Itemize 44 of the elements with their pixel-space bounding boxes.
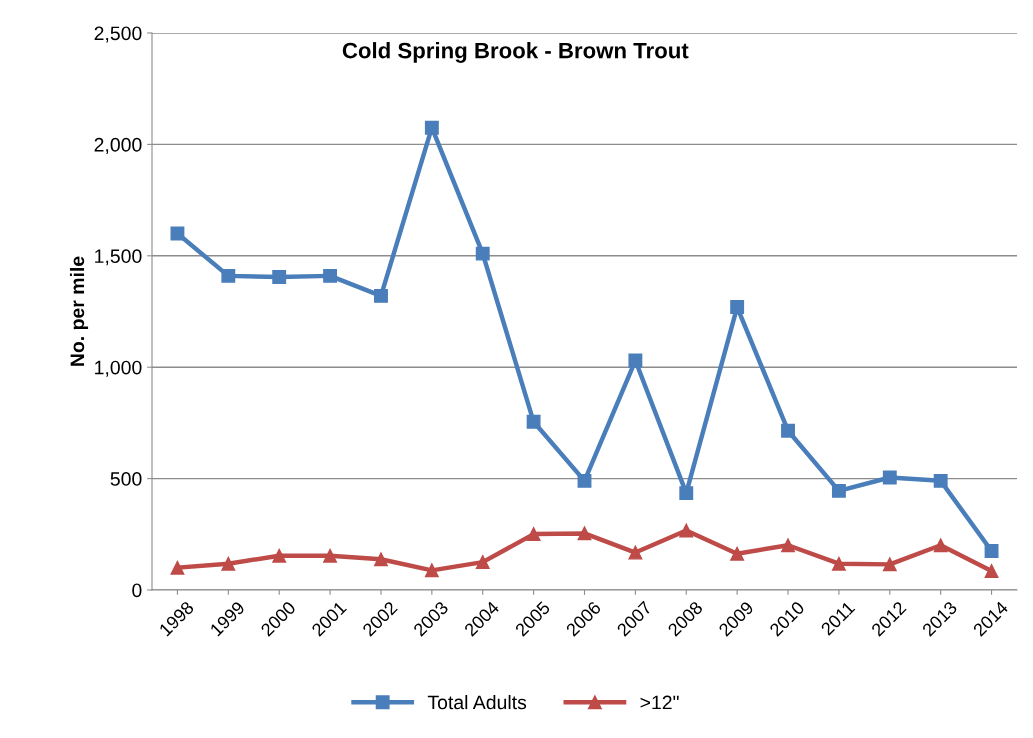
y-axis-title: No. per mile xyxy=(69,256,89,366)
point xyxy=(933,473,948,488)
point xyxy=(577,473,592,488)
y-tick-label: 500 xyxy=(110,472,142,486)
point xyxy=(730,546,745,561)
point xyxy=(628,545,643,560)
point xyxy=(679,523,694,538)
y-tick-label: 0 xyxy=(132,583,142,598)
legend-label: >12" xyxy=(640,695,679,710)
point xyxy=(170,560,185,575)
point xyxy=(424,120,439,135)
point xyxy=(781,423,795,438)
point xyxy=(882,557,897,572)
point xyxy=(984,564,999,579)
point xyxy=(730,300,745,314)
point xyxy=(475,555,490,570)
y-tick-label: 1,000 xyxy=(95,360,142,377)
point xyxy=(170,226,185,241)
point xyxy=(526,527,541,542)
point xyxy=(933,538,948,553)
point xyxy=(221,556,236,571)
y-tick-label: 2,000 xyxy=(94,137,142,154)
point xyxy=(679,486,694,501)
y-tick-label: 1,500 xyxy=(95,249,142,266)
point xyxy=(323,548,338,563)
point xyxy=(526,414,541,429)
point xyxy=(221,268,236,283)
point xyxy=(374,288,388,303)
point xyxy=(831,483,846,498)
chart-title: Cold Spring Brook - Brown Trout xyxy=(342,42,689,63)
point xyxy=(781,538,795,553)
point xyxy=(323,268,338,283)
point xyxy=(272,270,287,284)
point xyxy=(628,353,643,368)
point xyxy=(831,556,846,571)
point xyxy=(374,552,388,567)
point xyxy=(272,548,287,563)
point xyxy=(577,526,592,541)
legend-label: Total Adults xyxy=(427,694,527,710)
point xyxy=(424,563,439,578)
point xyxy=(984,544,999,558)
point xyxy=(475,246,490,261)
point xyxy=(882,470,897,485)
y-tick-label: 2,500 xyxy=(94,26,142,43)
